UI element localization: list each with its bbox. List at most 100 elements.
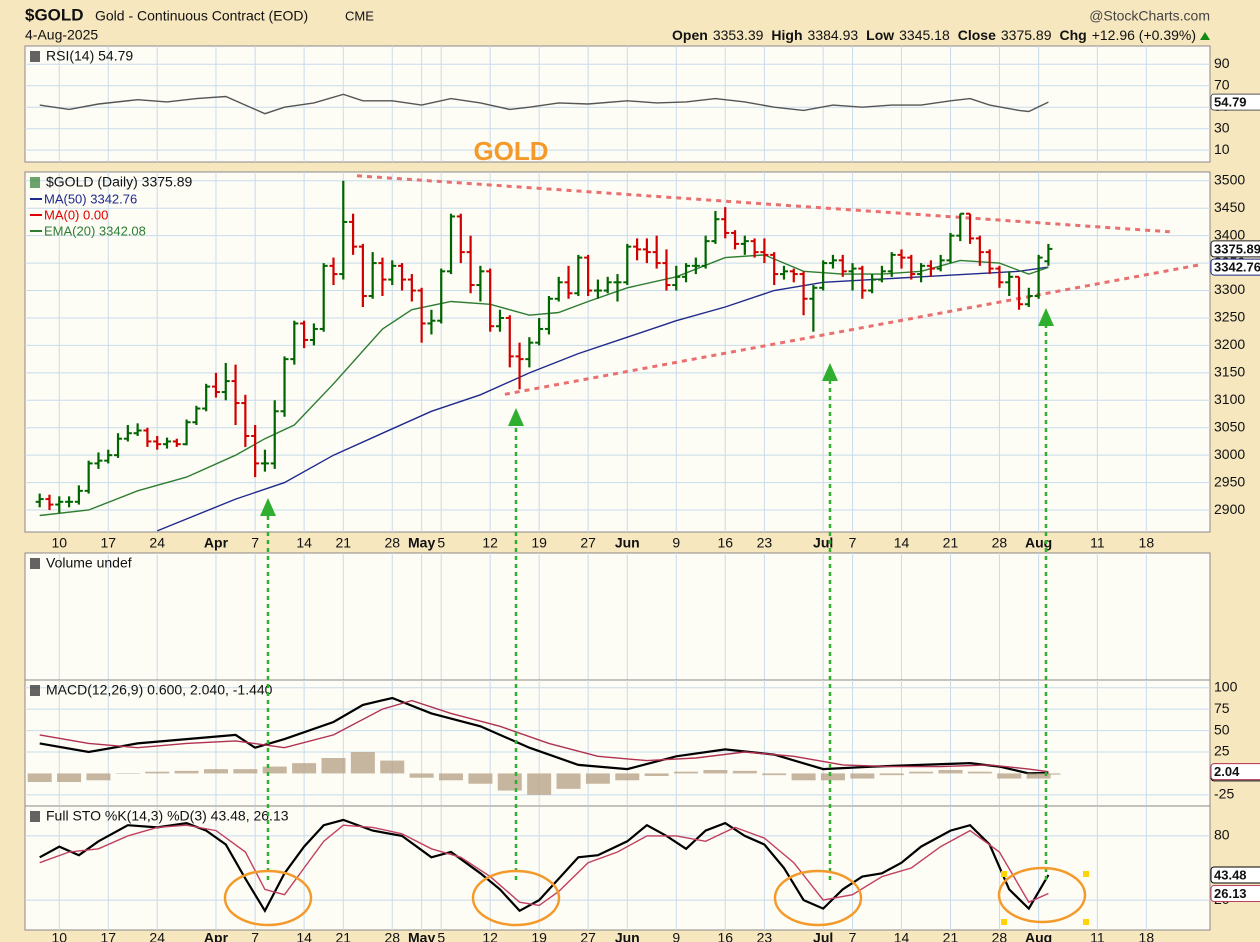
y-tick-label: 3100: [1214, 391, 1245, 407]
selection-handle: [1001, 871, 1007, 877]
value-label: 43.48: [1214, 867, 1247, 882]
x-tick-label: 19: [531, 930, 547, 942]
histogram-bar: [439, 773, 464, 781]
histogram-bar: [1026, 773, 1051, 779]
trendline: [504, 263, 1201, 396]
x-tick-label: 24: [149, 535, 165, 551]
x-tick-label: 16: [717, 535, 733, 551]
value-label: 26.13: [1214, 886, 1247, 901]
arrow-head: [822, 363, 838, 381]
value-box: [1210, 866, 1260, 884]
x-tick-label: 19: [531, 535, 547, 551]
x-tick-label: 21: [335, 535, 351, 551]
panel-background: [24, 171, 1211, 533]
quote: Open 3353.39 High 3384.93 Low 3345.18 Close 337…: [672, 27, 1196, 43]
y-tick-label: 3200: [1214, 336, 1245, 352]
histogram-bar: [380, 760, 405, 774]
histogram-bar: [174, 770, 199, 774]
symbol: $GOLD: [25, 5, 84, 24]
histogram-bar: [967, 771, 992, 774]
x-tick-label: 14: [894, 930, 910, 942]
highlight-ellipse: [997, 866, 1087, 924]
quote-value: 3384.93: [808, 27, 859, 43]
x-tick-label: 5: [437, 930, 445, 942]
x-tick-label: Jun: [615, 535, 640, 551]
panel-background: [24, 45, 1211, 163]
indicator-line: [39, 824, 1049, 907]
arrow-head: [260, 498, 276, 516]
y-tick-label: 2900: [1214, 501, 1245, 517]
histogram-bar: [497, 773, 522, 791]
value-box: [1210, 763, 1260, 781]
x-tick-label: May: [408, 930, 435, 942]
panel-title: RSI(14) 54.79: [46, 48, 133, 64]
x-tick-label: Jul: [813, 930, 833, 942]
x-tick-label: 7: [251, 535, 259, 551]
panel-background: [24, 679, 1211, 807]
highlight-ellipse: [223, 869, 313, 927]
source: @StockCharts.com: [1089, 8, 1210, 24]
selection-handle: [1083, 871, 1089, 877]
x-tick-label: 14: [894, 535, 910, 551]
x-tick-label: 23: [757, 535, 773, 551]
x-tick-label: 21: [943, 535, 959, 551]
histogram-bar: [850, 773, 875, 779]
legend-label: MA(0) 0.00: [44, 207, 108, 222]
x-tick-label: 27: [580, 930, 596, 942]
histogram-bar: [556, 773, 581, 789]
y-tick-label: 3250: [1214, 309, 1245, 325]
panel-title: Volume undef: [46, 555, 132, 571]
arrow-head: [508, 408, 524, 426]
y-tick-label: 80: [1214, 827, 1230, 843]
quote-label: Close: [958, 27, 996, 43]
x-tick-label: 28: [384, 930, 400, 942]
histogram-bar: [674, 771, 699, 774]
y-tick-label: 3000: [1214, 446, 1245, 462]
legend-icon: [30, 51, 40, 62]
histogram-bar: [350, 752, 375, 774]
y-tick-label: 50: [1214, 721, 1230, 737]
y-tick-label: 75: [1214, 700, 1230, 716]
histogram-bar: [468, 773, 493, 784]
y-tick-label: 2950: [1214, 473, 1245, 489]
value-label: 3342.76: [1214, 260, 1260, 275]
histogram-bar: [27, 773, 52, 782]
x-tick-label: Apr: [204, 930, 229, 942]
x-tick-label: 27: [580, 535, 596, 551]
x-tick-label: 12: [482, 930, 498, 942]
quote-label: High: [771, 27, 802, 43]
highlight-ellipse: [773, 869, 863, 927]
histogram-bar: [732, 770, 757, 774]
x-tick-label: 23: [757, 930, 773, 942]
x-tick-label: 28: [384, 535, 400, 551]
y-tick-label: 100: [1214, 678, 1238, 694]
quote-value: +12.96 (+0.39%): [1092, 27, 1196, 43]
highlight-ellipse: [471, 869, 561, 927]
quote-value: 3345.18: [899, 27, 950, 43]
legend-label: EMA(20) 3342.08: [44, 223, 146, 238]
x-tick-label: Aug: [1025, 535, 1052, 551]
x-tick-label: 5: [437, 535, 445, 551]
value-label: 3375.89: [1214, 241, 1260, 256]
indicator-line: [39, 818, 1050, 914]
x-tick-label: 11: [1090, 930, 1105, 942]
value-box: [1210, 93, 1260, 111]
value-box: [1210, 258, 1260, 276]
x-tick-label: 18: [1139, 930, 1155, 942]
indicator-line: [39, 93, 1049, 115]
panel-title: MACD(12,26,9) 0.600, 2.040, -1.440: [46, 682, 273, 698]
arrow-head: [1038, 308, 1054, 326]
histogram-bar: [585, 773, 610, 784]
legend-label: MA(50) 3342.76: [44, 191, 137, 206]
y-tick-label: 3500: [1214, 171, 1245, 187]
panel-title: Full STO %K(14,3) %D(3) 43.48, 26.13: [46, 808, 289, 824]
x-tick-label: 9: [672, 930, 680, 942]
histogram-bar: [1036, 773, 1061, 775]
x-tick-label: 21: [943, 930, 959, 942]
legend-icon: [30, 558, 40, 569]
x-tick-label: 28: [992, 535, 1008, 551]
x-tick-label: Jun: [615, 930, 640, 942]
selection-handle: [1083, 919, 1089, 925]
panel-title: $GOLD (Daily) 3375.89: [46, 174, 193, 190]
date: 4-Aug-2025: [25, 27, 98, 43]
